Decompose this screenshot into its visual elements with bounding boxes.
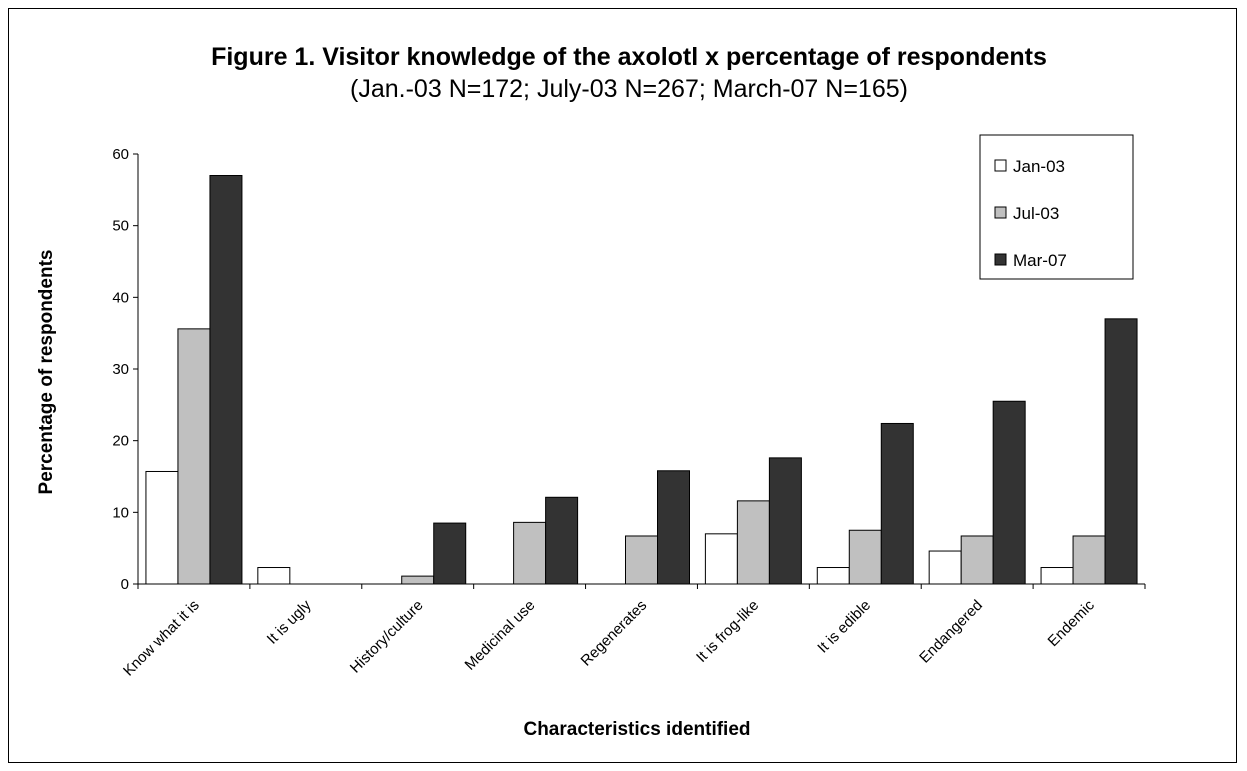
x-category-label: Medicinal use — [462, 597, 539, 674]
plot-area: 0 10 20 30 40 50 60 Know what it is It is ugly Hi… — [112, 146, 1146, 680]
y-tick-label: 30 — [112, 361, 129, 378]
legend-swatch — [994, 253, 1007, 266]
bar — [816, 567, 850, 585]
legend-label: Mar-07 — [1013, 251, 1067, 270]
bar — [657, 470, 690, 585]
bar — [257, 567, 291, 585]
y-tick-label: 10 — [112, 504, 129, 521]
chart-frame: Figure 1. Visitor knowledge of the axolo… — [8, 8, 1237, 763]
bar — [704, 533, 738, 585]
y-tick-label: 50 — [112, 218, 129, 235]
y-tick-label: 40 — [112, 289, 129, 306]
x-category-label: History/culture — [347, 597, 427, 677]
bar — [848, 529, 882, 585]
y-tick-label: 0 — [121, 576, 129, 593]
chart-title: Figure 1. Visitor knowledge of the axolo… — [211, 43, 1047, 71]
x-category-label: It is frog-like — [693, 597, 762, 666]
legend-swatch — [994, 206, 1007, 219]
x-category-label: Regenerates — [578, 597, 651, 670]
bar — [433, 522, 467, 585]
legend: Jan-03 Jul-03 Mar-07 — [979, 134, 1134, 280]
bar — [545, 496, 579, 585]
bar — [1104, 318, 1138, 585]
bar — [209, 175, 243, 585]
bar — [1040, 567, 1074, 585]
bar — [1072, 535, 1106, 585]
y-tick-label: 20 — [112, 433, 129, 450]
bar — [736, 500, 770, 585]
chart: Figure 1. Visitor knowledge of the axolo… — [36, 43, 1146, 740]
legend-label: Jul-03 — [1013, 204, 1059, 223]
bar — [960, 535, 994, 585]
bar — [625, 535, 658, 585]
y-tick-label: 60 — [112, 146, 129, 163]
bar — [928, 550, 962, 585]
x-category-label: Know what it is — [120, 597, 203, 680]
x-category-label: Endangered — [916, 597, 986, 667]
bar — [177, 328, 211, 585]
bar — [401, 575, 435, 585]
bar — [880, 422, 914, 585]
bar — [992, 400, 1026, 585]
x-category-label: It is edible — [814, 597, 874, 657]
legend-label: Jan-03 — [1013, 157, 1065, 176]
x-category-label: It is ugly — [264, 596, 315, 647]
x-category-label: Endemic — [1045, 596, 1099, 650]
legend-swatch — [994, 159, 1007, 172]
bar — [768, 457, 802, 585]
y-axis-title: Percentage of respondents — [36, 250, 57, 495]
bar — [145, 470, 179, 585]
bar — [513, 521, 547, 585]
x-axis-title: Characteristics identified — [523, 719, 750, 740]
chart-subtitle: (Jan.-03 N=172; July-03 N=267; March-07 … — [350, 75, 908, 103]
